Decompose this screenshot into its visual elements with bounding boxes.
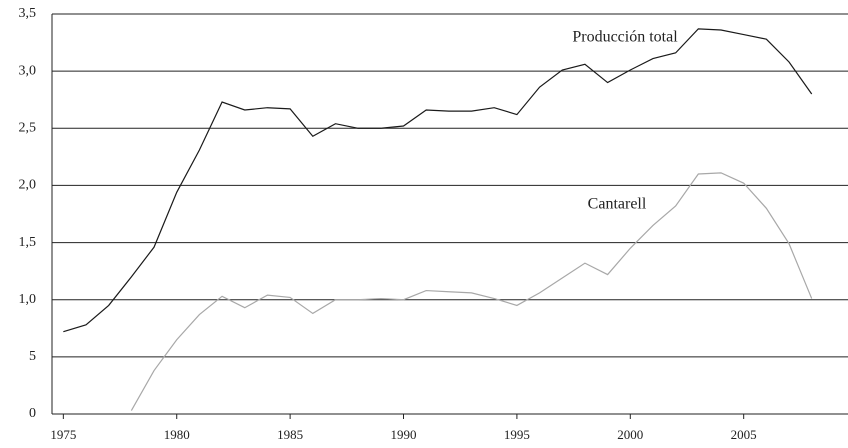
x-tick-label: 2005 xyxy=(731,427,757,442)
x-tick-label: 1990 xyxy=(391,427,417,442)
x-tick-label: 1975 xyxy=(50,427,76,442)
y-tick-label: 1,5 xyxy=(19,235,37,250)
y-tick-label: 2,5 xyxy=(19,121,37,136)
series-line xyxy=(63,28,813,333)
y-tick-label: 0 xyxy=(29,406,36,421)
y-tick-label: 3,5 xyxy=(19,6,37,21)
y-tick-label: 3,0 xyxy=(19,63,37,78)
series-label: Cantarell xyxy=(588,196,647,213)
x-tick-label: 1985 xyxy=(277,427,303,442)
y-tick-label: 1,0 xyxy=(19,292,37,307)
x-tick-label: 2000 xyxy=(617,427,643,442)
series-line xyxy=(130,172,813,411)
x-tick-label: 1995 xyxy=(504,427,530,442)
x-tick-label: 1980 xyxy=(164,427,190,442)
series-label: Producción total xyxy=(572,29,678,46)
y-tick-label: 2,0 xyxy=(19,178,37,193)
y-tick-label: 5 xyxy=(29,349,36,364)
